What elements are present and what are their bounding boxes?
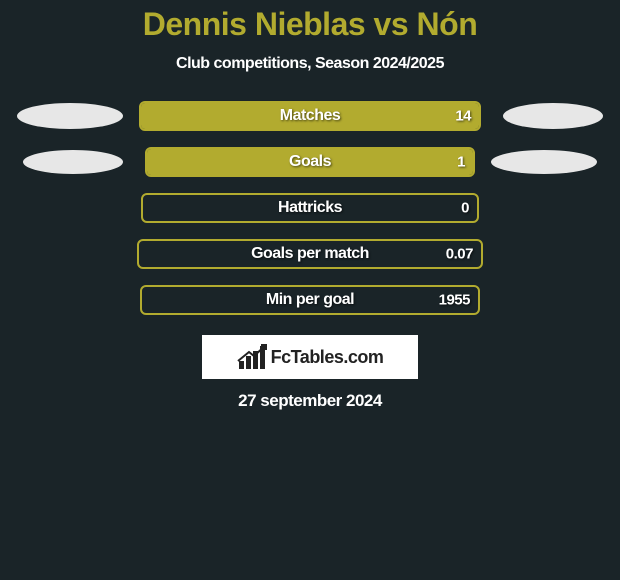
subtitle: Club competitions, Season 2024/2025 [0, 55, 620, 73]
stat-row: Hattricks 0 [0, 193, 620, 223]
right-ellipse [491, 150, 597, 174]
stat-bar: Goals 1 [145, 147, 475, 177]
stat-right-value: 1955 [439, 292, 470, 309]
stat-label: Min per goal [266, 291, 354, 309]
stats-panel: Dennis Nieblas vs Nón Club competitions,… [0, 0, 620, 411]
stat-row: Goals 1 [0, 147, 620, 177]
stat-right-value: 0.07 [446, 246, 473, 263]
right-ellipse [503, 103, 603, 129]
stat-right-value: 0 [461, 200, 469, 217]
stat-label: Hattricks [278, 199, 342, 217]
stat-label: Matches [280, 107, 341, 125]
stat-label: Goals per match [251, 245, 369, 263]
stat-label: Goals [289, 153, 331, 171]
logo-text: FcTables.com [271, 347, 384, 368]
stat-bar: Goals per match 0.07 [137, 239, 483, 269]
stat-row: Matches 14 [0, 101, 620, 131]
stat-right-value: 1 [457, 154, 465, 171]
logo-box[interactable]: FcTables.com [202, 335, 418, 379]
stat-rows: Matches 14 Goals 1 Hattricks 0 Goals per match… [0, 101, 620, 315]
stat-row: Min per goal 1955 [0, 285, 620, 315]
left-ellipse [23, 150, 123, 174]
stat-bar: Matches 14 [139, 101, 481, 131]
logo-chart-icon [237, 345, 267, 369]
stat-right-value: 14 [455, 108, 471, 125]
stat-bar: Hattricks 0 [141, 193, 479, 223]
date-label: 27 september 2024 [0, 391, 620, 411]
page-title: Dennis Nieblas vs Nón [0, 6, 620, 43]
left-ellipse [17, 103, 123, 129]
stat-row: Goals per match 0.07 [0, 239, 620, 269]
stat-bar: Min per goal 1955 [140, 285, 480, 315]
